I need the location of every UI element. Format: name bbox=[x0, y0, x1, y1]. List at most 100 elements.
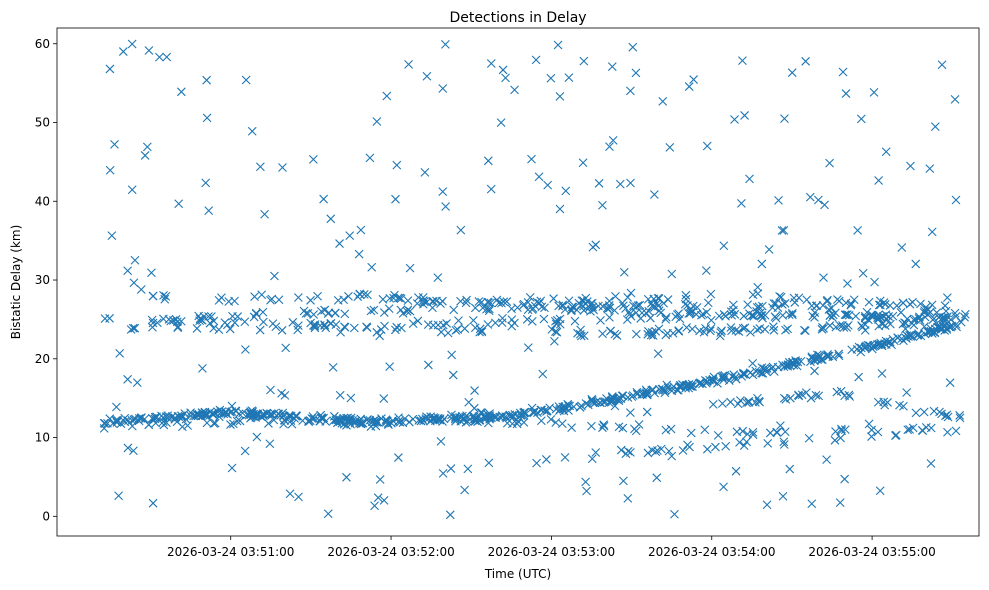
data-point-416 bbox=[885, 337, 895, 347]
data-point-1354 bbox=[546, 415, 556, 424]
data-point-1203 bbox=[342, 472, 351, 482]
data-point-602 bbox=[555, 314, 565, 324]
data-point-1266 bbox=[532, 458, 541, 468]
data-point-437 bbox=[731, 374, 741, 384]
data-point-1147 bbox=[921, 302, 931, 312]
data-point-1279 bbox=[667, 451, 677, 461]
data-point-805 bbox=[780, 427, 790, 437]
data-point-870 bbox=[343, 415, 353, 425]
data-point-1300 bbox=[701, 266, 711, 275]
data-point-904 bbox=[873, 397, 883, 407]
data-point-963 bbox=[651, 447, 661, 457]
data-point-1324 bbox=[858, 268, 868, 278]
data-point-1075 bbox=[643, 329, 653, 339]
data-point-731 bbox=[484, 304, 494, 314]
data-point-747 bbox=[771, 299, 781, 308]
data-point-720 bbox=[309, 310, 319, 319]
data-point-180 bbox=[529, 407, 539, 417]
data-point-457 bbox=[197, 408, 207, 418]
data-point-1387 bbox=[650, 190, 659, 199]
data-point-663 bbox=[825, 310, 835, 320]
data-point-1053 bbox=[929, 314, 939, 323]
data-point-882 bbox=[305, 416, 315, 426]
data-point-1249 bbox=[881, 147, 891, 157]
data-point-493 bbox=[565, 401, 575, 411]
data-point-958 bbox=[763, 438, 773, 448]
data-point-1044 bbox=[960, 309, 970, 319]
data-point-1072 bbox=[940, 313, 949, 323]
data-point-1209 bbox=[541, 455, 551, 464]
data-point-893 bbox=[280, 416, 290, 425]
data-point-1317 bbox=[779, 225, 789, 235]
data-point-874 bbox=[384, 420, 393, 430]
data-point-601 bbox=[320, 320, 330, 329]
data-point-1114 bbox=[909, 320, 919, 330]
data-point-735 bbox=[898, 298, 908, 308]
data-point-1229 bbox=[430, 414, 440, 424]
data-point-884 bbox=[457, 411, 467, 421]
data-point-889 bbox=[219, 409, 229, 419]
data-point-1313 bbox=[405, 263, 415, 273]
data-point-292 bbox=[748, 370, 758, 380]
data-point-1107 bbox=[310, 323, 320, 333]
data-point-372 bbox=[788, 359, 797, 369]
data-point-900 bbox=[955, 413, 965, 423]
data-point-1067 bbox=[960, 312, 969, 322]
data-point-1136 bbox=[192, 324, 202, 333]
data-point-1427 bbox=[623, 493, 633, 503]
data-point-1429 bbox=[908, 297, 917, 307]
data-point-757 bbox=[369, 305, 379, 315]
data-point-1378 bbox=[814, 354, 823, 363]
y-axis: 0 10 20 30 40 50 60 bbox=[35, 37, 57, 523]
data-point-1190 bbox=[370, 501, 379, 511]
data-point-673 bbox=[719, 310, 729, 319]
data-point-873 bbox=[251, 409, 261, 419]
data-point-580 bbox=[331, 320, 341, 329]
data-point-1095 bbox=[933, 322, 942, 332]
data-point-610 bbox=[830, 308, 840, 318]
data-point-967 bbox=[623, 446, 633, 456]
plot-area bbox=[57, 28, 979, 536]
data-point-1251 bbox=[105, 165, 115, 175]
data-point-525 bbox=[442, 319, 451, 328]
data-point-373 bbox=[754, 367, 764, 377]
data-point-791 bbox=[210, 418, 220, 428]
data-point-850 bbox=[475, 416, 484, 425]
data-point-456 bbox=[537, 405, 547, 415]
data-point-1401 bbox=[496, 118, 506, 128]
data-point-1400 bbox=[280, 391, 290, 400]
data-point-890 bbox=[304, 416, 314, 426]
data-point-1314 bbox=[662, 380, 672, 390]
data-point-331 bbox=[695, 379, 705, 388]
data-point-524 bbox=[596, 315, 605, 325]
data-point-1235 bbox=[550, 336, 559, 346]
data-point-560 bbox=[428, 320, 438, 330]
data-point-1304 bbox=[587, 454, 597, 464]
data-point-1309 bbox=[130, 255, 140, 265]
data-point-361 bbox=[618, 391, 628, 401]
data-point-1277 bbox=[607, 62, 617, 72]
data-point-848 bbox=[631, 426, 641, 436]
data-point-547 bbox=[195, 314, 205, 324]
data-point-1081 bbox=[173, 322, 183, 332]
data-point-695 bbox=[868, 311, 878, 321]
data-point-1256 bbox=[382, 91, 392, 101]
data-point-477 bbox=[942, 325, 952, 334]
data-point-1290 bbox=[498, 65, 508, 75]
data-point-686 bbox=[684, 309, 694, 318]
data-point-1357 bbox=[951, 195, 961, 205]
y-axis-label: Bistatic Delay (km) bbox=[9, 225, 23, 340]
data-point-423 bbox=[927, 329, 937, 338]
data-point-852 bbox=[905, 424, 914, 434]
data-point-716 bbox=[379, 308, 389, 317]
data-point-549 bbox=[661, 315, 671, 324]
data-point-1276 bbox=[438, 468, 448, 478]
data-point-252 bbox=[778, 360, 787, 370]
data-point-1028 bbox=[612, 331, 622, 340]
data-point-1323 bbox=[553, 40, 563, 50]
data-point-1330 bbox=[174, 199, 184, 209]
data-point-1187 bbox=[874, 300, 884, 310]
data-point-1121 bbox=[731, 326, 741, 335]
data-point-363 bbox=[560, 402, 570, 412]
data-point-1227 bbox=[404, 59, 413, 69]
